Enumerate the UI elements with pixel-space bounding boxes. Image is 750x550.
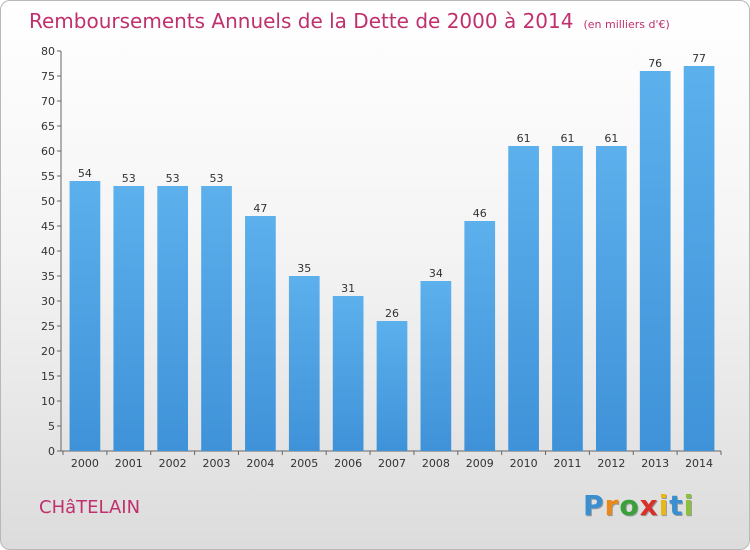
x-tick-label-2014: 2014	[685, 457, 713, 470]
bar-2008	[420, 281, 452, 451]
bar-2004	[245, 216, 276, 451]
y-tick-label: 60	[41, 145, 55, 158]
y-tick-label: 0	[48, 445, 55, 458]
chart-labels: 54 2000 53 2001 53 2002 53 2003 47 2004 35 2005 31 20…	[71, 52, 713, 470]
value-label-2005: 35	[297, 262, 311, 275]
value-label-2013: 76	[648, 57, 662, 70]
x-tick-label-2012: 2012	[597, 457, 625, 470]
y-tick-label: 80	[41, 45, 55, 58]
bar-2009	[464, 221, 496, 451]
bar-2002	[157, 186, 189, 451]
value-label-2006: 31	[341, 282, 355, 295]
value-label-2000: 54	[78, 167, 92, 180]
value-label-2002: 53	[166, 172, 180, 185]
y-tick-label: 15	[41, 370, 55, 383]
value-label-2003: 53	[210, 172, 224, 185]
x-tick-label-2005: 2005	[290, 457, 318, 470]
logo-letter: o	[619, 489, 640, 522]
value-label-2008: 34	[429, 267, 443, 280]
value-label-2009: 46	[473, 207, 487, 220]
chart-subtitle: (en milliers d'€)	[583, 18, 670, 31]
logo-letter: i	[658, 489, 670, 522]
bar-2011	[552, 146, 583, 451]
x-tick-label-2009: 2009	[466, 457, 494, 470]
bar-2012	[595, 146, 627, 451]
x-tick-label-2013: 2013	[641, 457, 669, 470]
x-tick-label-2007: 2007	[378, 457, 406, 470]
bar-2001	[113, 186, 145, 451]
x-tick-label-2002: 2002	[159, 457, 187, 470]
x-tick-label-2004: 2004	[246, 457, 274, 470]
y-tick-label: 45	[41, 220, 55, 233]
bar-2010	[508, 146, 539, 451]
x-tick-label-2003: 2003	[203, 457, 231, 470]
value-label-2012: 61	[604, 132, 618, 145]
x-tick-label-2008: 2008	[422, 457, 450, 470]
x-tick-label-2010: 2010	[510, 457, 538, 470]
logo-letter: x	[639, 489, 659, 522]
bar-2003	[201, 186, 232, 451]
value-label-2007: 26	[385, 307, 399, 320]
value-label-2014: 77	[692, 52, 706, 65]
y-tick-label: 30	[41, 295, 55, 308]
y-tick-label: 5	[48, 420, 55, 433]
x-tick-label-2000: 2000	[71, 457, 99, 470]
y-tick-label: 70	[41, 95, 55, 108]
value-label-2010: 61	[517, 132, 531, 145]
value-label-2011: 61	[560, 132, 574, 145]
y-tick-label: 10	[41, 395, 55, 408]
bar-2007	[376, 321, 408, 451]
bar-2005	[288, 276, 320, 451]
logo-letter: P	[583, 489, 605, 522]
x-tick-label-2006: 2006	[334, 457, 362, 470]
logo-letter: r	[604, 489, 620, 522]
bar-2006	[332, 296, 364, 451]
y-tick-label: 25	[41, 320, 55, 333]
chart-axes: 0 5 10 15 20 25 30 35 40 45 50 55 60 65 70 75 80	[41, 45, 722, 458]
bar-2014	[683, 66, 715, 451]
commune-name: CHâTELAIN	[39, 497, 141, 518]
y-tick-label: 35	[41, 270, 55, 283]
chart-title-text: Remboursements Annuels de la Dette de 20…	[29, 9, 574, 33]
chart-title: Remboursements Annuels de la Dette de 20…	[29, 9, 670, 33]
proxiti-logo: Proxiti	[583, 489, 694, 522]
chart-bars	[69, 66, 715, 451]
x-tick-label-2001: 2001	[115, 457, 143, 470]
y-tick-label: 65	[41, 120, 55, 133]
logo-letter: i	[683, 489, 695, 522]
y-tick-label: 40	[41, 245, 55, 258]
logo-letter: t	[669, 489, 684, 522]
value-label-2004: 47	[253, 202, 267, 215]
y-tick-label: 55	[41, 170, 55, 183]
y-tick-label: 50	[41, 195, 55, 208]
y-tick-label: 75	[41, 70, 55, 83]
x-tick-label-2011: 2011	[553, 457, 581, 470]
bar-2013	[639, 71, 671, 451]
value-label-2001: 53	[122, 172, 136, 185]
y-tick-label: 20	[41, 345, 55, 358]
bar-2000	[69, 181, 101, 451]
